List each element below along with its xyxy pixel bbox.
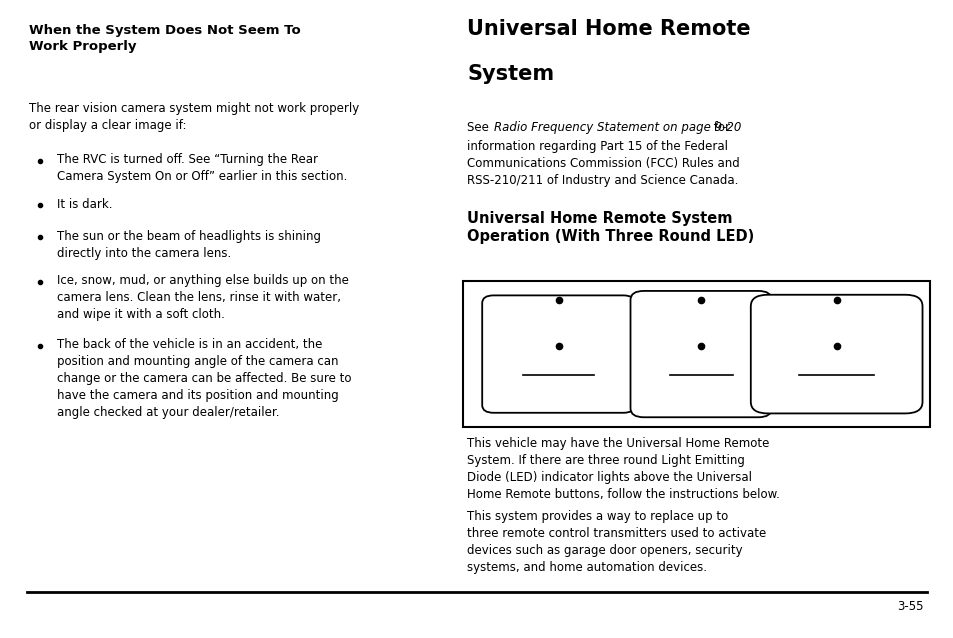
Text: The RVC is turned off. See “Turning the Rear
Camera System On or Off” earlier in: The RVC is turned off. See “Turning the …: [57, 153, 347, 183]
Bar: [462, 281, 929, 427]
FancyBboxPatch shape: [630, 291, 771, 417]
Text: This system provides a way to replace up to
three remote control transmitters us: This system provides a way to replace up…: [467, 510, 766, 574]
Text: The sun or the beam of headlights is shining
directly into the camera lens.: The sun or the beam of headlights is shi…: [57, 230, 321, 260]
Text: information regarding Part 15 of the Federal
Communications Commission (FCC) Rul: information regarding Part 15 of the Fed…: [467, 140, 740, 188]
FancyBboxPatch shape: [750, 295, 922, 413]
Text: Ice, snow, mud, or anything else builds up on the
camera lens. Clean the lens, r: Ice, snow, mud, or anything else builds …: [57, 274, 349, 322]
Text: Universal Home Remote System
Operation (With Three Round LED): Universal Home Remote System Operation (…: [467, 211, 754, 244]
Text: Universal Home Remote: Universal Home Remote: [467, 19, 750, 39]
Text: The rear vision camera system might not work properly
or display a clear image i: The rear vision camera system might not …: [29, 102, 358, 132]
Text: Radio Frequency Statement on page 9-20: Radio Frequency Statement on page 9-20: [494, 121, 740, 134]
Text: System: System: [467, 64, 554, 84]
FancyBboxPatch shape: [481, 295, 634, 413]
Text: This vehicle may have the Universal Home Remote
System. If there are three round: This vehicle may have the Universal Home…: [467, 437, 780, 501]
Text: for: for: [709, 121, 729, 134]
Text: 3-55: 3-55: [896, 600, 923, 612]
Text: When the System Does Not Seem To
Work Properly: When the System Does Not Seem To Work Pr…: [29, 24, 300, 53]
Text: See: See: [467, 121, 493, 134]
Text: The back of the vehicle is in an accident, the
position and mounting angle of th: The back of the vehicle is in an acciden…: [57, 338, 352, 419]
Text: It is dark.: It is dark.: [57, 198, 112, 211]
